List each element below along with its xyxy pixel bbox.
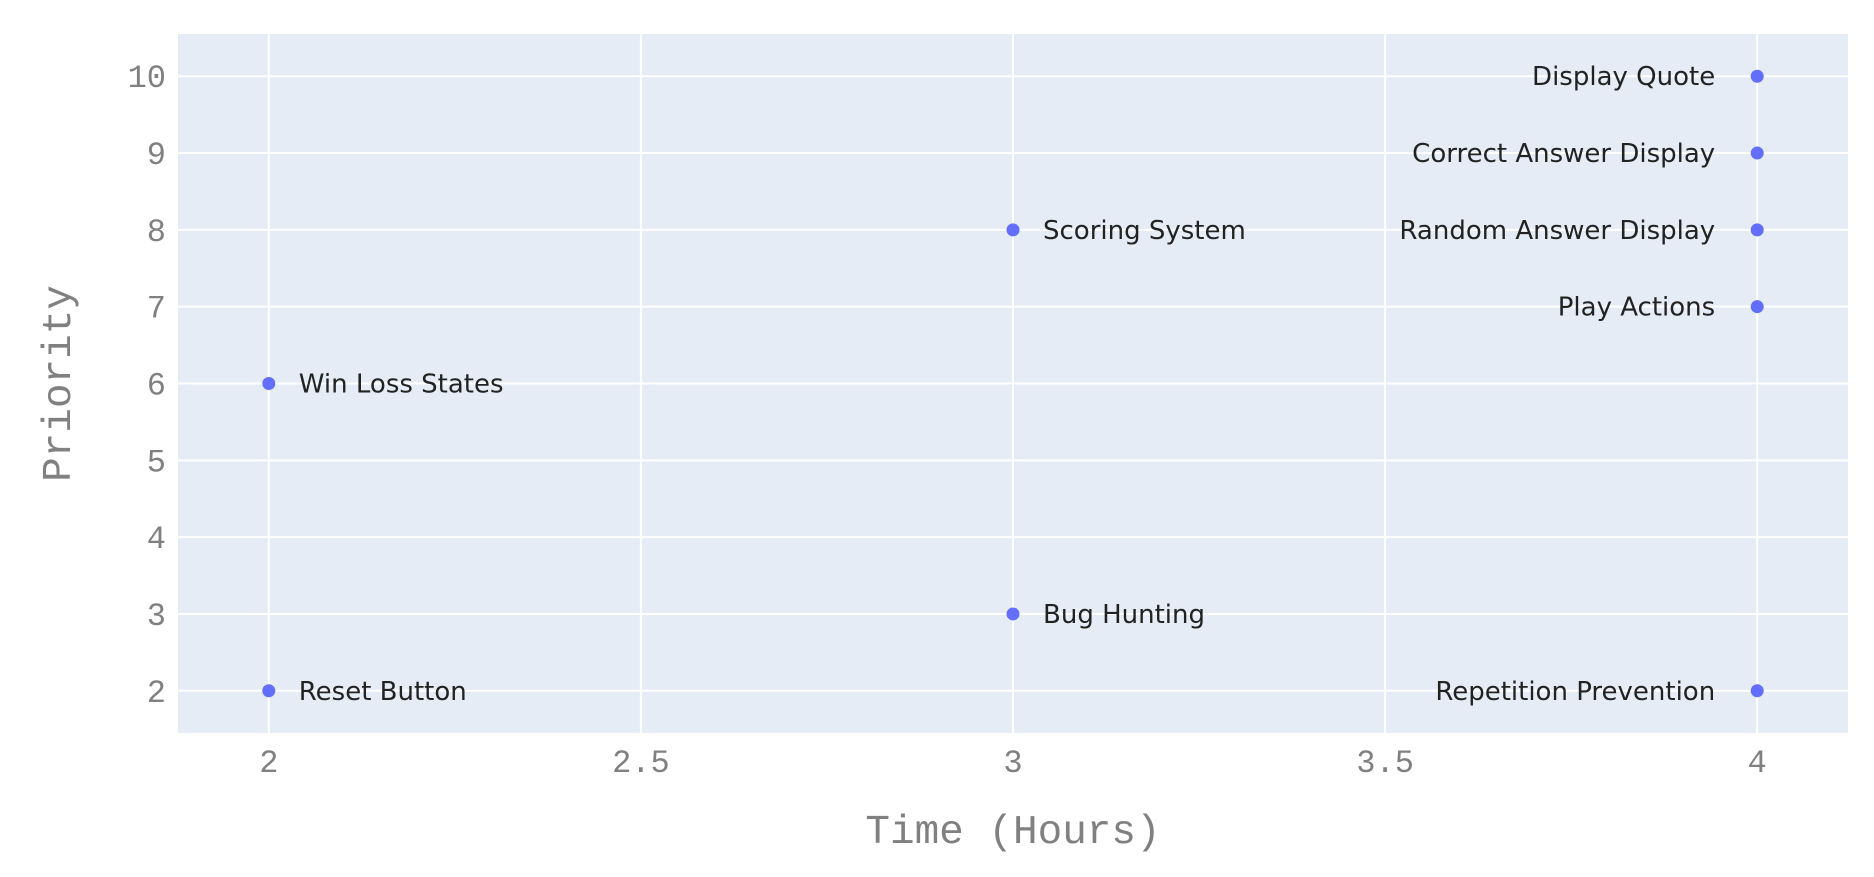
data-point-label: Bug Hunting <box>1043 600 1205 630</box>
y-tick-label: 10 <box>128 60 166 97</box>
y-gridlines <box>178 75 1848 692</box>
data-point <box>1750 300 1764 314</box>
data-point-label: Correct Answer Display <box>1412 139 1715 169</box>
y-tick-label: 6 <box>147 368 166 405</box>
y-axis-title: Priority <box>37 285 83 482</box>
x-axis-tick-labels: 2 2.5 3 3.5 4 <box>259 745 1767 782</box>
x-axis-title: Time (Hours) <box>865 810 1160 856</box>
data-point-label: Repetition Prevention <box>1435 677 1715 707</box>
data-point-label: Display Quote <box>1532 62 1715 92</box>
y-tick-label: 4 <box>147 521 166 558</box>
y-tick-label: 7 <box>147 291 166 328</box>
data-point-label: Play Actions <box>1558 293 1715 323</box>
data-point-label: Win Loss States <box>299 370 504 400</box>
y-tick-label: 2 <box>147 675 166 712</box>
data-points <box>262 69 1764 698</box>
data-point <box>1750 146 1764 160</box>
data-point-labels: Display Quote Correct Answer Display Rando… <box>299 62 1715 707</box>
y-tick-label: 9 <box>147 137 166 174</box>
data-point <box>1750 223 1764 237</box>
data-point <box>262 684 276 698</box>
data-point <box>1006 607 1020 621</box>
data-point-label: Scoring System <box>1043 216 1246 246</box>
x-tick-label: 3.5 <box>1356 745 1414 782</box>
x-tick-label: 4 <box>1748 745 1767 782</box>
data-point-label: Random Answer Display <box>1399 216 1715 246</box>
data-point <box>1006 223 1020 237</box>
y-tick-label: 5 <box>147 444 166 481</box>
x-tick-label: 3 <box>1003 745 1022 782</box>
data-point <box>1750 684 1764 698</box>
x-tick-label: 2 <box>259 745 278 782</box>
y-axis-tick-labels: 2 3 4 5 6 7 8 9 10 <box>128 60 166 712</box>
y-tick-label: 3 <box>147 598 166 635</box>
y-tick-label: 8 <box>147 214 166 251</box>
data-point <box>262 377 276 390</box>
x-tick-label: 2.5 <box>612 745 670 782</box>
data-point-label: Reset Button <box>299 677 467 707</box>
data-point <box>1750 69 1764 83</box>
